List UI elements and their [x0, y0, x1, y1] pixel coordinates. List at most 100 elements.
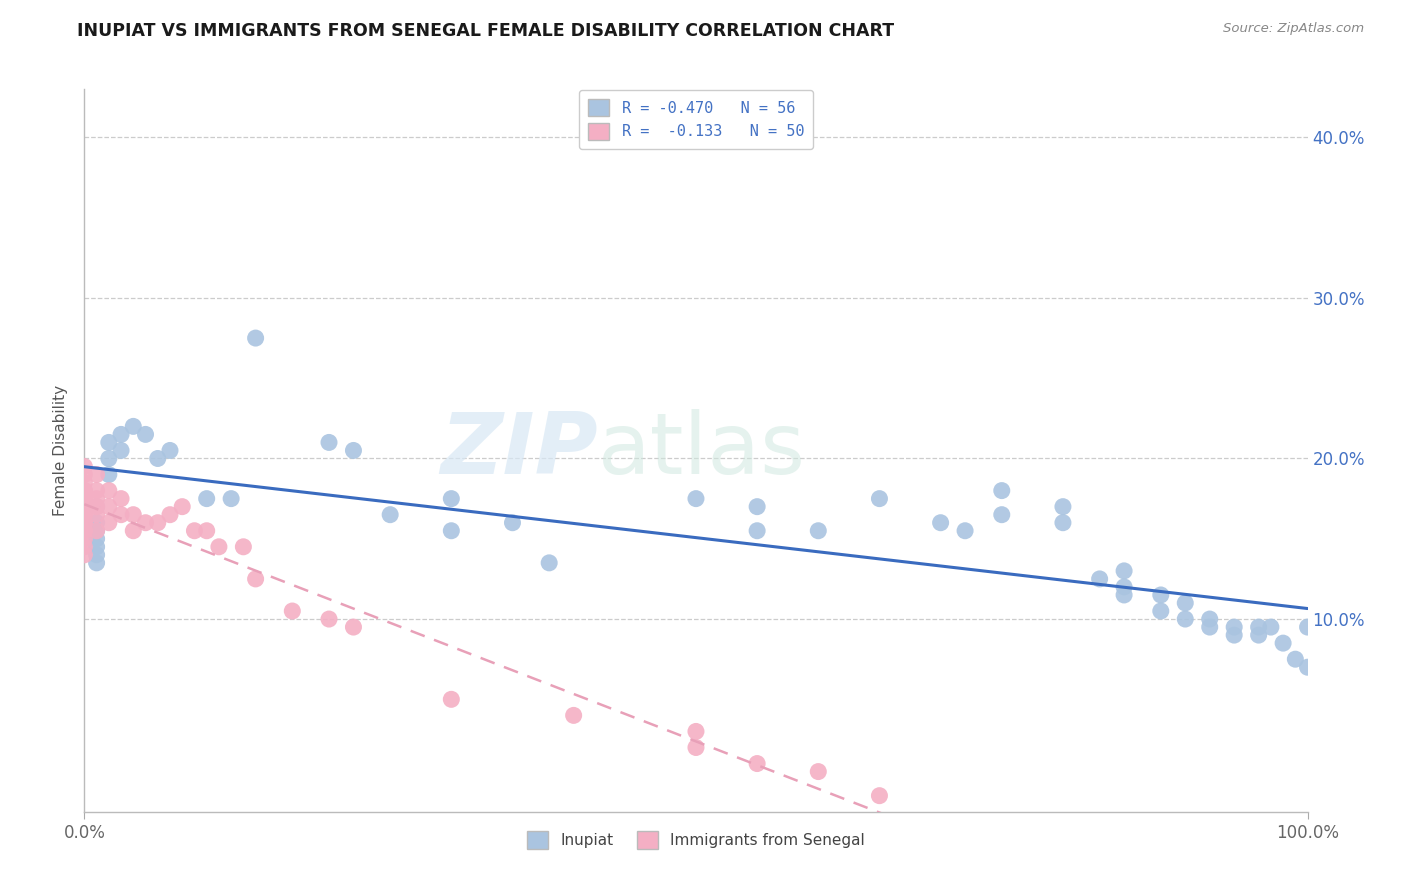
Point	[97, 483, 120, 498]
Point	[73, 548, 96, 562]
Point	[440, 692, 463, 706]
Point	[86, 483, 108, 498]
Text: ZIP: ZIP	[440, 409, 598, 492]
Point	[73, 475, 96, 490]
Point	[73, 532, 96, 546]
Point	[440, 491, 463, 506]
Point	[747, 756, 769, 771]
Point	[685, 724, 707, 739]
Point	[73, 516, 96, 530]
Point	[73, 508, 96, 522]
Point	[86, 548, 108, 562]
Point	[110, 427, 132, 442]
Point	[73, 540, 96, 554]
Point	[172, 500, 194, 514]
Point	[747, 524, 769, 538]
Text: INUPIAT VS IMMIGRANTS FROM SENEGAL FEMALE DISABILITY CORRELATION CHART: INUPIAT VS IMMIGRANTS FROM SENEGAL FEMAL…	[77, 22, 894, 40]
Point	[73, 483, 96, 498]
Point	[86, 532, 108, 546]
Point	[991, 483, 1014, 498]
Point	[86, 491, 108, 506]
Point	[73, 483, 96, 498]
Point	[1272, 636, 1295, 650]
Point	[562, 708, 585, 723]
Point	[159, 443, 181, 458]
Point	[73, 467, 96, 482]
Point	[73, 524, 96, 538]
Point	[1260, 620, 1282, 634]
Point	[122, 419, 145, 434]
Point	[1052, 500, 1074, 514]
Point	[869, 491, 891, 506]
Point	[1296, 620, 1319, 634]
Point	[807, 524, 830, 538]
Point	[929, 516, 952, 530]
Point	[97, 451, 120, 466]
Point	[380, 508, 402, 522]
Point	[1296, 660, 1319, 674]
Point	[73, 500, 96, 514]
Point	[219, 491, 242, 506]
Point	[195, 524, 218, 538]
Point	[86, 524, 108, 538]
Point	[146, 516, 169, 530]
Point	[342, 443, 364, 458]
Point	[159, 508, 181, 522]
Point	[86, 556, 108, 570]
Point	[1150, 588, 1173, 602]
Point	[440, 524, 463, 538]
Point	[1174, 612, 1197, 626]
Point	[1223, 620, 1246, 634]
Point	[1052, 516, 1074, 530]
Point	[86, 508, 108, 522]
Point	[245, 331, 267, 345]
Point	[73, 491, 96, 506]
Point	[97, 435, 120, 450]
Point	[97, 500, 120, 514]
Point	[502, 516, 524, 530]
Point	[122, 508, 145, 522]
Point	[807, 764, 830, 779]
Point	[869, 789, 891, 803]
Point	[86, 467, 108, 482]
Point	[685, 491, 707, 506]
Text: Source: ZipAtlas.com: Source: ZipAtlas.com	[1223, 22, 1364, 36]
Point	[245, 572, 267, 586]
Point	[73, 459, 96, 474]
Point	[86, 500, 108, 514]
Point	[1247, 620, 1270, 634]
Point	[1088, 572, 1111, 586]
Point	[1198, 612, 1220, 626]
Point	[86, 524, 108, 538]
Point	[73, 516, 96, 530]
Point	[318, 612, 340, 626]
Point	[232, 540, 254, 554]
Point	[110, 443, 132, 458]
Point	[208, 540, 231, 554]
Legend: Inupiat, Immigrants from Senegal: Inupiat, Immigrants from Senegal	[520, 825, 872, 855]
Point	[73, 500, 96, 514]
Point	[195, 491, 218, 506]
Point	[991, 508, 1014, 522]
Point	[342, 620, 364, 634]
Point	[281, 604, 304, 618]
Y-axis label: Female Disability: Female Disability	[53, 384, 69, 516]
Point	[1284, 652, 1306, 666]
Point	[86, 540, 108, 554]
Point	[110, 508, 132, 522]
Point	[538, 556, 561, 570]
Text: atlas: atlas	[598, 409, 806, 492]
Point	[135, 516, 157, 530]
Point	[86, 500, 108, 514]
Point	[73, 524, 96, 538]
Point	[1247, 628, 1270, 642]
Point	[1114, 580, 1136, 594]
Point	[1198, 620, 1220, 634]
Point	[747, 500, 769, 514]
Point	[318, 435, 340, 450]
Point	[86, 516, 108, 530]
Point	[122, 524, 145, 538]
Point	[953, 524, 976, 538]
Point	[1114, 588, 1136, 602]
Point	[1150, 604, 1173, 618]
